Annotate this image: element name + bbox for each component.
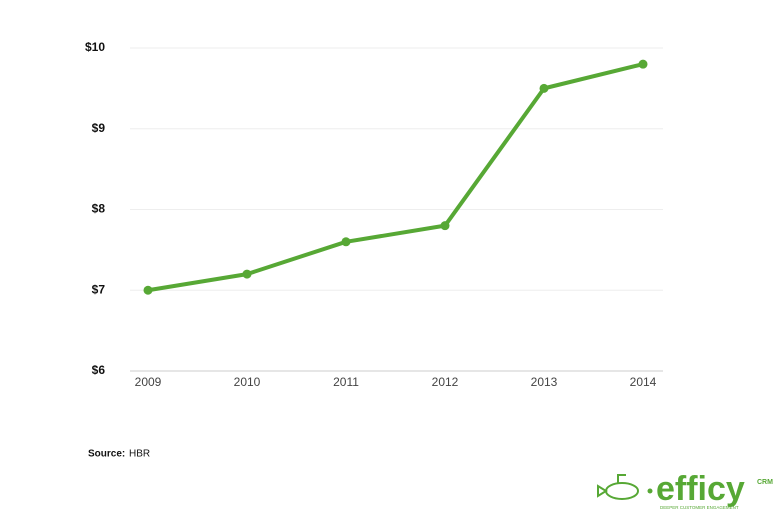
x-tick-label: 2011 [333,375,359,389]
point [539,83,549,93]
x-tick-label: 2013 [531,375,558,389]
y-tick-label: $8 [92,202,106,216]
point [242,269,252,279]
point [440,221,450,231]
source: HBR [129,449,150,460]
logo-tagline: DEEPER CUSTOMER ENGAGEMENT [660,505,739,510]
x-tick-label: 2012 [432,375,459,389]
point [638,59,648,69]
x-tick-label: 2010 [234,375,261,389]
logo-name: efficy [656,470,745,508]
point [341,237,351,247]
x-tick-label: 2009 [135,375,162,389]
logo-icon [597,474,639,500]
y-tick-label: $9 [92,121,106,135]
point [143,285,153,295]
logo-dot [647,488,653,494]
source-label: Source: [88,449,125,460]
logo: efficy CRM DEEPER CUSTOMER ENGAGEMENT [597,470,773,510]
y-tick-label: $6 [92,363,106,377]
y-tick-label: $7 [92,282,106,296]
logo-suffix: CRM [757,479,773,486]
line [147,62,644,293]
x-tick-label: 2014 [630,375,657,389]
y-tick-label: $10 [85,40,105,54]
